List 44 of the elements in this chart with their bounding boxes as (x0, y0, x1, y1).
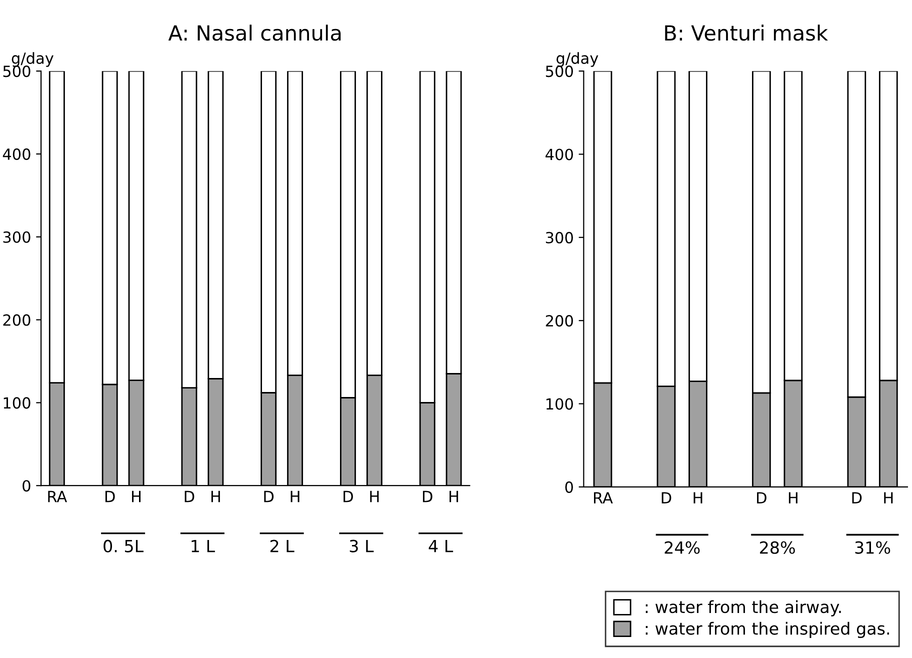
text: 0. 5L (104, 540, 144, 552)
text: 2 L (270, 540, 294, 552)
legend-label: : water from the airway. (646, 600, 841, 616)
x-tick-label: H (788, 492, 798, 504)
y-axis-title: g/day (556, 52, 598, 67)
x-tick-label: D (662, 492, 672, 504)
x-tick-label: H (884, 492, 893, 504)
y-tick-label: 200 (546, 315, 573, 327)
text: 4 L (428, 540, 454, 552)
x-tick-label: RA (48, 490, 68, 502)
y-tick-label: 200 (3, 314, 30, 326)
y-tick-label: 300 (546, 232, 573, 244)
text: 31% (855, 541, 890, 554)
x-tick-label: D (852, 492, 862, 504)
chart-title: A: Nasal cannula (168, 24, 341, 41)
x-tick-label: D (422, 490, 432, 502)
x-tick-label: H (370, 490, 379, 502)
x-tick-label: H (132, 490, 141, 502)
y-tick-label: 400 (2, 148, 30, 160)
x-tick-label: D (757, 492, 766, 504)
x-tick-label: H (211, 490, 220, 502)
text: 1 L (192, 540, 215, 552)
text: 24% (664, 541, 700, 554)
x-tick-label: D (184, 490, 194, 502)
y-tick-label: 400 (546, 148, 573, 160)
y-tick-label: 500 (546, 66, 573, 78)
y-tick-label: 500 (3, 66, 30, 78)
text: 28% (760, 541, 795, 554)
y-tick-label: 0 (565, 481, 573, 493)
x-tick-label: H (290, 490, 300, 502)
x-tick-label: D (264, 490, 274, 502)
y-tick-label: 100 (546, 398, 573, 410)
x-tick-label: RA (594, 492, 613, 504)
x-tick-label: D (105, 490, 115, 502)
y-axis-title: g/day (12, 52, 54, 67)
y-tick-label: 0 (22, 480, 30, 492)
x-tick-label: D (344, 490, 353, 502)
chart-title: B: Venturi mask (665, 24, 828, 41)
x-tick-label: H (694, 492, 702, 504)
x-tick-label: H (450, 490, 458, 502)
y-tick-label: 300 (3, 231, 30, 243)
y-tick-label: 100 (4, 397, 30, 409)
legend-label: : water from the inspired gas. (646, 622, 889, 638)
text: 3 L (350, 540, 374, 552)
